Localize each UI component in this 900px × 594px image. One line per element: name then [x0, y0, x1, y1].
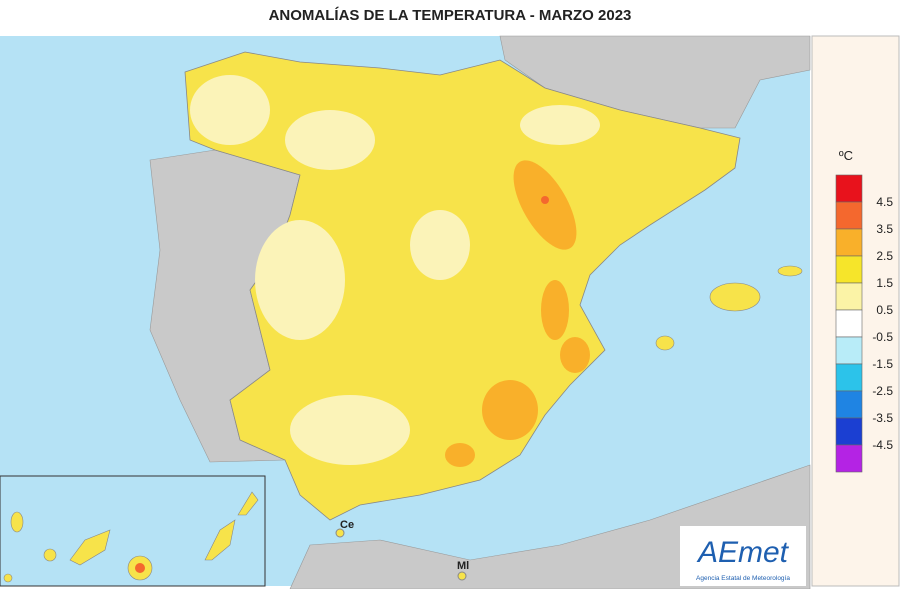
legend-swatch: [835, 309, 863, 338]
place-label: Ml: [457, 560, 469, 572]
legend-label: -0.5: [872, 330, 893, 344]
logo-subtitle: Agencia Estatal de Meteorología: [696, 575, 790, 582]
legend-swatch: [835, 255, 863, 284]
logo: AEmet Agencia Estatal de Meteorología: [680, 526, 806, 586]
legend: 4.5 3.5 2.5 1.5 0.5 -0.5 -1.5 -2.5 -3.5 -4.5: [835, 174, 893, 473]
legend-label: 2.5: [876, 249, 893, 263]
legend-label: 4.5: [876, 195, 893, 209]
legend-label: -1.5: [872, 357, 893, 371]
legend-swatch: [835, 336, 863, 365]
legend-label: 0.5: [876, 303, 893, 317]
legend-swatch: [835, 417, 863, 446]
legend-swatch: [835, 444, 863, 473]
france: [499, 35, 811, 129]
legend-label: -4.5: [872, 438, 893, 452]
canary-inset: [0, 475, 266, 587]
map: Ce Ml AEmet Agencia Estatal de Meteorolo…: [0, 35, 811, 590]
legend-swatch: [835, 363, 863, 392]
place-label: Ce: [340, 519, 354, 531]
legend-label: -3.5: [872, 411, 893, 425]
title: ANOMALÍAS DE LA TEMPERATURA - MARZO 2023: [269, 7, 632, 24]
legend-swatch: [835, 201, 863, 230]
legend-label: 3.5: [876, 222, 893, 236]
logo-name: AEmet: [696, 536, 790, 569]
legend-label: -2.5: [872, 384, 893, 398]
legend-swatch: [835, 228, 863, 257]
legend-swatch: [835, 282, 863, 311]
legend-unit: ºC: [839, 148, 853, 163]
balearics: [655, 265, 803, 351]
legend-swatch: [835, 174, 863, 203]
legend-label: 1.5: [876, 276, 893, 290]
legend-swatch: [835, 390, 863, 419]
anomaly-areas: [190, 75, 600, 467]
